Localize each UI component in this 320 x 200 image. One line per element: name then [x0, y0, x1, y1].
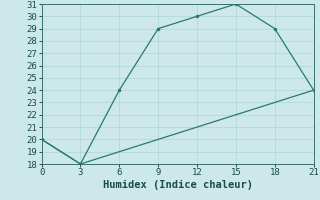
- X-axis label: Humidex (Indice chaleur): Humidex (Indice chaleur): [103, 180, 252, 190]
